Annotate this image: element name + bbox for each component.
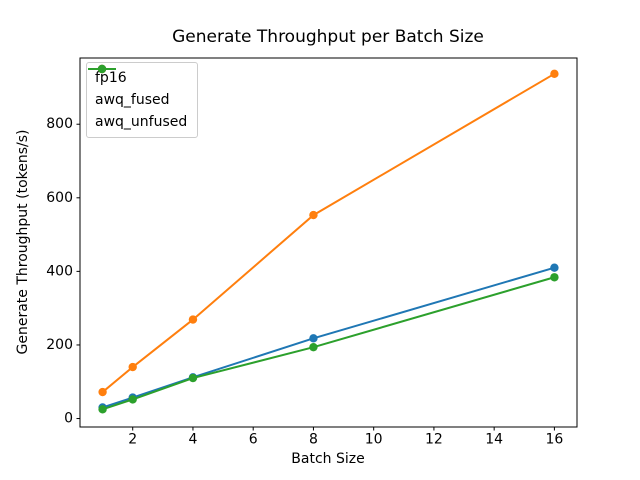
x-tick-label: 14 bbox=[485, 432, 503, 448]
y-tick-label: 600 bbox=[46, 190, 73, 206]
data-point-awq_fused bbox=[309, 210, 318, 220]
x-tick-label: 10 bbox=[365, 432, 383, 448]
data-point-awq_unfused bbox=[128, 395, 137, 404]
legend-label-fp16: fp16 bbox=[95, 70, 127, 86]
data-point-awq_fused bbox=[188, 315, 198, 324]
plot-area: 0 200 400 600 800 2 4 6 8 10 12 14 16 bbox=[46, 57, 578, 448]
axes-spines bbox=[79, 57, 578, 428]
data-point-fp16 bbox=[550, 263, 559, 272]
data-point-fp16 bbox=[309, 334, 318, 343]
x-tick-label: 8 bbox=[309, 432, 318, 448]
y-tick-label: 800 bbox=[46, 116, 73, 132]
data-point-awq_fused bbox=[550, 69, 559, 79]
data-point-awq_unfused bbox=[98, 405, 107, 414]
x-axis-label: Batch Size bbox=[291, 451, 364, 467]
data-point-awq_unfused bbox=[550, 273, 559, 282]
data-point-awq_fused bbox=[128, 362, 137, 372]
awq-unfused-line-marker-icon bbox=[88, 64, 116, 74]
x-tick-label: 6 bbox=[249, 432, 258, 448]
legend-item-awq-unfused: awq_unfused bbox=[88, 64, 188, 132]
legend-label-awq-unfused: awq_unfused bbox=[95, 114, 188, 130]
series-line-awq_unfused bbox=[101, 276, 556, 411]
data-point-awq_unfused bbox=[188, 373, 198, 383]
chart-title: Generate Throughput per Batch Size bbox=[172, 27, 484, 47]
legend-item-awq-fused: awq_fused bbox=[88, 64, 187, 110]
x-tick-label: 2 bbox=[128, 432, 137, 448]
legend: fp16 awq_fused awq_unfused bbox=[86, 62, 199, 138]
y-axis-label: Generate Throughput (tokens/s) bbox=[15, 130, 31, 355]
x-tick-label: 4 bbox=[188, 432, 197, 448]
y-tick-label: 200 bbox=[46, 337, 73, 353]
y-tick-label: 0 bbox=[64, 411, 73, 427]
data-point-awq_fused bbox=[98, 387, 107, 397]
x-tick-label: 12 bbox=[425, 432, 443, 448]
x-tick-label: 16 bbox=[545, 432, 563, 448]
legend-label-awq-fused: awq_fused bbox=[95, 92, 170, 108]
data-point-awq_unfused bbox=[309, 342, 318, 352]
y-tick-label: 400 bbox=[46, 263, 73, 279]
